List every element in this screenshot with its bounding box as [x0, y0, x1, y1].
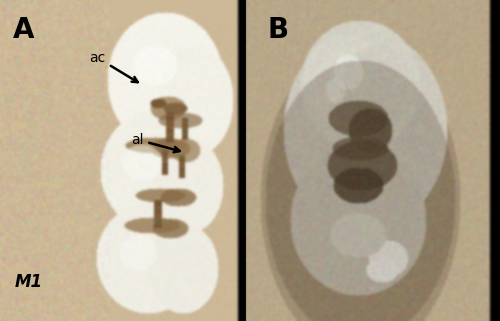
Text: A: A	[12, 16, 34, 44]
Text: al: al	[131, 133, 180, 152]
Text: ac: ac	[90, 51, 138, 82]
Text: M1: M1	[15, 273, 43, 291]
Text: B: B	[268, 16, 288, 44]
